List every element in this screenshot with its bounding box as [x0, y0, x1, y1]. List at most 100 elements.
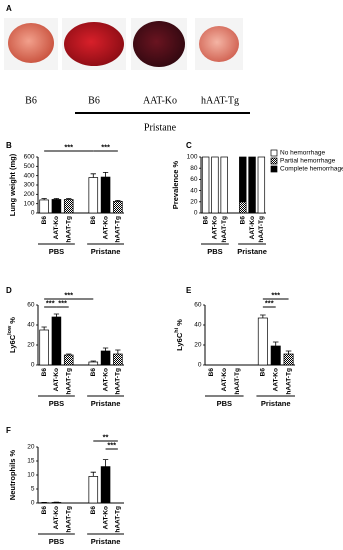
y-tick-label: 40	[27, 322, 35, 329]
error-bar	[66, 198, 72, 200]
y-axis-label: Neutrophils %	[8, 449, 17, 500]
bar	[63, 354, 74, 366]
significance-label: **	[103, 432, 109, 441]
bar-segment	[220, 156, 228, 214]
photo-lung	[133, 21, 185, 67]
x-tick-label: hAAT-Tg	[115, 368, 122, 395]
x-tick-label: hAAT-Tg	[115, 506, 122, 533]
y-tick-label: 0	[194, 210, 198, 217]
y-axis-label: Prevalence %	[171, 160, 180, 209]
bar-segment	[257, 156, 266, 214]
error-bar	[90, 360, 96, 362]
y-tick-label: 20	[190, 199, 198, 206]
significance-label: ***	[58, 298, 67, 307]
bar-segment	[211, 156, 219, 214]
group-label: PBS	[217, 399, 232, 408]
x-tick-label: hAAT-Tg	[65, 216, 72, 243]
legend-label: Partial hemorrhage	[280, 158, 336, 165]
x-tick-label: hAAT-Tg	[258, 216, 265, 243]
error-bar	[102, 459, 109, 467]
y-tick-label: 60	[190, 176, 198, 183]
error-bar	[115, 349, 121, 354]
x-tick-label: AAT-Ko	[53, 506, 60, 529]
y-axis-label-part: Ly6C	[8, 334, 17, 353]
y-axis-label-part: Lung weight (mg)	[8, 153, 17, 216]
x-tick-label: B6	[90, 506, 97, 515]
x-tick-label: AAT-Ko	[102, 216, 109, 239]
panel-letter: A	[6, 4, 12, 13]
x-tick-label: B6	[41, 216, 48, 225]
photo-label: B6	[88, 95, 100, 106]
bar	[51, 316, 62, 366]
photo-lung	[64, 22, 124, 66]
significance-label: ***	[107, 440, 116, 449]
bar-segment	[248, 156, 256, 214]
group-label: PBS	[49, 247, 64, 256]
y-tick-label: 40	[190, 187, 198, 194]
x-tick-label: hAAT-Tg	[65, 368, 72, 395]
y-axis-label-part: %	[175, 319, 184, 326]
x-tick-label: AAT-Ko	[212, 216, 219, 239]
y-tick-label: 300	[24, 182, 35, 189]
bar	[39, 199, 49, 214]
error-bar	[272, 341, 279, 346]
y-tick-label: 100	[187, 154, 198, 161]
error-bar	[41, 198, 47, 200]
photo-label: AAT-Ko	[143, 95, 177, 106]
bar	[100, 176, 111, 214]
y-tick-label: 20	[194, 342, 202, 349]
x-tick-label: hAAT-Tg	[115, 216, 122, 243]
significance-label: ***	[271, 290, 280, 299]
significance-label: ***	[101, 142, 110, 151]
y-tick-label: 80	[190, 165, 198, 172]
x-tick-label: AAT-Ko	[102, 368, 109, 391]
significance-label: ***	[46, 298, 55, 307]
group-label: PBS	[49, 537, 64, 546]
y-tick-label: 200	[24, 191, 35, 198]
group-label: Pristane	[144, 122, 177, 133]
error-bar	[90, 173, 96, 178]
y-tick-label: 0	[31, 210, 35, 217]
bar	[100, 350, 111, 366]
x-tick-label: B6	[90, 216, 97, 225]
bar	[88, 177, 99, 214]
significance-label: ***	[64, 142, 73, 151]
x-tick-label: B6	[240, 216, 247, 225]
photo-label: hAAT-Tg	[201, 95, 239, 106]
legend-label: No hemorrhage	[280, 150, 326, 157]
y-tick-label: 40	[194, 322, 202, 329]
panel-letter: C	[186, 141, 192, 150]
group-label: PBS	[49, 399, 64, 408]
y-tick-label: 100	[24, 200, 35, 207]
bar	[113, 200, 123, 214]
y-tick-label: 400	[24, 172, 35, 179]
y-tick-label: 5	[31, 486, 35, 493]
bar-segment	[201, 156, 210, 214]
bar	[39, 329, 49, 366]
legend-swatch	[270, 165, 278, 173]
bar	[257, 317, 268, 366]
error-bar	[285, 350, 292, 354]
bar	[51, 199, 62, 214]
x-tick-label: AAT-Ko	[102, 506, 109, 529]
x-tick-label: AAT-Ko	[221, 368, 228, 391]
x-tick-label: B6	[208, 368, 215, 377]
y-tick-label: 600	[24, 154, 35, 161]
error-bar	[66, 353, 72, 355]
error-bar	[102, 172, 109, 178]
x-tick-label: hAAT-Tg	[221, 216, 228, 243]
bar-segment	[239, 201, 247, 214]
x-tick-label: AAT-Ko	[53, 216, 60, 239]
panel-letter: B	[6, 141, 12, 150]
x-tick-label: B6	[90, 368, 97, 377]
y-tick-label: 500	[24, 163, 35, 170]
significance-label: ***	[64, 290, 73, 299]
group-label: Pristane	[237, 247, 267, 256]
y-axis-label-part: hi	[174, 327, 180, 332]
bar-segment	[239, 156, 247, 203]
photo-lung	[8, 23, 54, 63]
panel-letter: F	[6, 426, 11, 435]
error-bar	[260, 314, 266, 318]
y-axis-label-part: Neutrophils %	[8, 449, 17, 500]
